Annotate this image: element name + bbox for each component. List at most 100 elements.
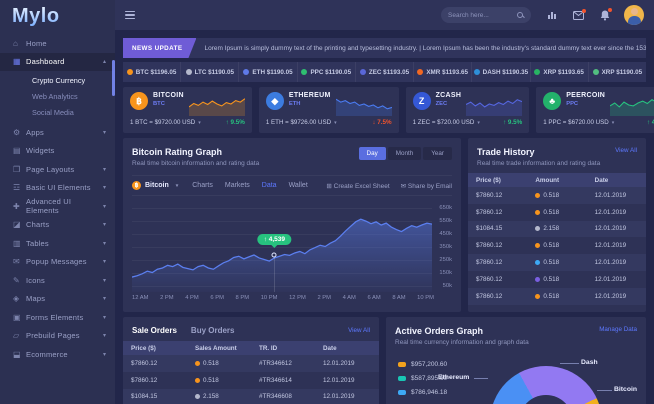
bitcoin-coin-icon: ฿ [130,92,148,110]
table-row: $7860.12 0.518 12.01.2019 [468,204,646,221]
view-all-link[interactable]: View All [615,147,637,154]
dashboard-icon: ▦ [13,57,21,67]
range-button-day[interactable]: Day [358,147,386,160]
coin-price: 1 BTC = $9720.00 USD [130,119,196,126]
btc-coin-icon [126,69,133,75]
sidebar-item-icons[interactable]: ✎ Icons ▾ [0,271,115,290]
sidebar-subitem-crypto-currency[interactable]: Crypto Currency [32,75,86,85]
coin-select[interactable]: ฿ Bitcoin ▾ [132,181,178,190]
sidebar-subitem-social-media[interactable]: Social Media [32,107,74,117]
x-tick-label: 6 PM [210,295,224,301]
tab-sale-orders[interactable]: Sale Orders [132,326,177,335]
x-tick-label: 12 AM [132,295,149,301]
trid-cell: #TR346608 [251,388,315,404]
coin-symbol: PPC [566,100,579,107]
sidebar-item-page-layouts[interactable]: ❒ Page Layouts ▾ [0,160,115,179]
notifications-icon[interactable] [600,7,612,21]
donut-label-ethereum: Ethereum [438,374,470,381]
sidebar-item-forms-elements[interactable]: ▣ Forms Elements ▾ [0,308,115,327]
amount-wrap: 2.158 [195,393,243,400]
sidebar-item-prebuild-pages[interactable]: ▱ Prebuild Pages ▾ [0,327,115,346]
ticker-item: ETH $1190.05 [238,62,296,82]
amount-wrap: 0.518 [535,192,578,199]
sidebar-item-apps[interactable]: ⚙ Apps ▾ [0,123,115,142]
sidebar-item-label: Tables [26,238,49,248]
chevron-down-icon[interactable]: ▾ [611,119,615,126]
range-button-group: Day Month Year [358,147,452,160]
sidebar-item-widgets[interactable]: ▤ Widgets [0,142,115,161]
sidebar-item-label: Charts [26,220,50,230]
activity-icon[interactable] [547,10,557,20]
x-tick-label: 2 PM [317,295,331,301]
sidebar-item-charts[interactable]: ◪ Charts ▾ [0,216,115,235]
range-button-year[interactable]: Year [423,147,452,160]
range-button-month[interactable]: Month [387,147,422,160]
chart-nav-data[interactable]: Data [261,182,277,189]
dash-coin-icon [473,69,480,75]
action-create-excel-sheet[interactable]: ⊞ Create Excel Sheet [326,182,390,190]
column-header: Date [586,173,646,187]
trade-history-table: Price ($) Amount Date $7860.12 0.518 12.01.20… [468,173,646,305]
manage-data-link[interactable]: Manage Data [599,326,637,333]
sidebar-subitem-web-analytics[interactable]: Web Analytics [32,91,78,101]
legend-value: $786,946.18 [411,389,448,396]
ticker-item: DASH $1190.35 [471,62,529,82]
coin-card-ethereum: ◆ ETHEREUM ETH 1 ETH = $9726.00 USD ▾ ↓ 7.5% [258,87,399,133]
chevron-down-icon: ▾ [102,129,106,136]
amount-cell: 0.518 [187,372,251,389]
donut-label-bitcoin: Bitcoin [614,386,638,393]
coin-names: BITCOIN BTC [153,92,184,108]
ticker-text: ETH $1190.05 [252,68,293,76]
coin-select-label: Bitcoin [145,182,169,189]
ppc-coin-icon [301,69,308,75]
sidebar-item-tables[interactable]: ▥ Tables ▾ [0,234,115,253]
column-header: Price ($) [123,341,187,355]
legend-swatch [398,376,406,381]
price-cell: $7860.12 [468,254,528,271]
sidebar-item-dashboard[interactable]: ▦ Dashboard ▴ [0,52,115,71]
chevron-down-icon[interactable]: ▾ [334,119,337,126]
x-tick-label: 4 AM [342,295,356,301]
bitcoin-rating-chart: ↑ 4,539 [132,201,432,292]
amount-value: 0.518 [543,259,560,267]
app-logo[interactable]: Mylo [0,0,115,30]
action-share-by-email[interactable]: ✉ Share by Email [400,182,452,190]
chart-nav-charts[interactable]: Charts [192,182,213,189]
coin-name: BITCOIN [153,92,184,99]
coin-sparkline-chart [610,92,654,116]
y-tick-label: 250k [439,256,452,263]
chevron-down-icon[interactable]: ▾ [477,119,480,126]
price-cell: $1084.15 [468,220,528,238]
view-all-link[interactable]: View All [348,327,370,334]
sidebar-item-home[interactable]: ⌂ Home [0,34,115,53]
chart-nav-markets[interactable]: Markets [224,182,250,189]
amount-value: 0.518 [543,292,560,300]
user-avatar[interactable] [624,5,644,25]
sidebar-scrollbar[interactable] [112,60,115,96]
coin-change: ↑ 9.5% [502,119,523,126]
sidebar-submenu: Crypto Currency Web Analytics Social Media [0,71,115,123]
sidebar-item-maps[interactable]: ◈ Maps ▾ [0,290,115,309]
sidebar-item-advanced-ui-elements[interactable]: ✚ Advanced UI Elements ▾ [0,197,115,216]
messages-icon[interactable] [573,8,586,20]
chevron-down-icon[interactable]: ▾ [198,119,201,126]
tab-buy-orders[interactable]: Buy Orders [190,326,235,335]
menu-toggle-icon[interactable] [125,10,135,20]
search-input[interactable] [448,11,517,19]
column-header: TR. ID [251,341,315,355]
price-cell: $7860.12 [131,376,158,384]
coin-dot-icon [535,192,541,198]
bottom-panels-row: Sale Orders Buy Orders View All Price ($… [123,317,646,404]
amount-cell: 0.518 [527,287,587,305]
coin-dot-icon [535,243,541,249]
news-ticker: NEWS UPDATE Lorem Ipsum is simply dummy … [123,38,646,58]
sidebar-item-popup-messages[interactable]: ✉ Popup Messages ▾ [0,253,115,272]
icons-icon: ✎ [13,275,20,285]
sidebar-item-basic-ui-elements[interactable]: ☲ Basic UI Elements ▾ [0,179,115,198]
date-cell: 12.01.2019 [586,187,646,204]
search-icon[interactable] [517,11,524,19]
coin-price: 1 ETH = $9726.00 USD [265,119,332,126]
chart-nav-wallet[interactable]: Wallet [288,182,308,189]
sidebar-item-ecommerce[interactable]: ⬓ Ecommerce ▾ [0,345,115,364]
ticker-text: PPC $1190.05 [310,68,352,76]
